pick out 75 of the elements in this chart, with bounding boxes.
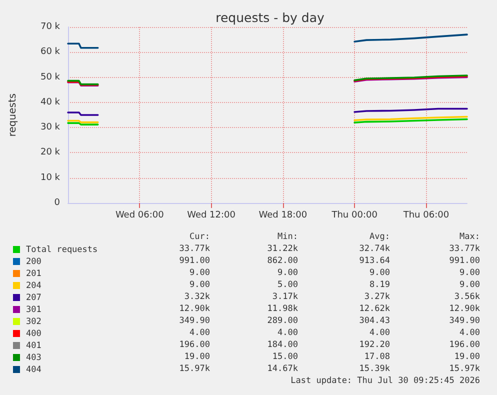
text: 9.00 (458, 280, 480, 290)
legend-label: 201 (26, 268, 42, 280)
text: 9.00 (188, 268, 210, 278)
legend-label: 401 (26, 340, 42, 352)
text: 289.00 (266, 316, 298, 326)
text: Cur: (188, 232, 210, 242)
text: 913.64 (358, 256, 390, 266)
x-tick-label: Thu 06:00 (402, 210, 450, 220)
text: 32.74k (358, 244, 390, 254)
text: 3.17k (271, 292, 298, 302)
text: Max: (458, 232, 480, 242)
legend-label: 204 (26, 280, 42, 292)
text: 991.00 (178, 256, 210, 266)
y-tick-label: 40 k (40, 97, 61, 108)
text: 17.08 (363, 352, 390, 362)
x-tick-label: Thu 00:00 (330, 210, 378, 220)
text: 991.00 (448, 256, 480, 266)
text: 19.00 (183, 352, 210, 362)
chart-title: requests - by day (216, 10, 325, 25)
text: 4.00 (368, 328, 390, 338)
text: 349.90 (178, 316, 210, 326)
text: 12.90k (448, 304, 480, 314)
text: 9.00 (368, 268, 390, 278)
text: 12.90k (178, 304, 210, 314)
x-tick-label: Wed 12:00 (187, 210, 236, 220)
legend-label: 200 (26, 256, 42, 268)
y-tick-label: 50 k (40, 72, 61, 82)
text: 4.00 (276, 328, 298, 338)
text: 196.00 (448, 340, 480, 350)
text: 33.77k (448, 244, 480, 254)
text: 9.00 (276, 268, 298, 278)
y-axis-title: requests (8, 93, 18, 137)
y-tick-label: 60 k (40, 47, 61, 58)
text: Last update: Thu Jul 30 09:25:45 2026 (290, 376, 480, 386)
text: 15.39k (358, 364, 390, 374)
legend-label: 301 (26, 304, 42, 316)
text: 31.22k (266, 244, 298, 254)
text: Avg: (368, 232, 390, 242)
text: 11.98k (266, 304, 298, 314)
text: 12.62k (358, 304, 390, 314)
legend-label: 302 (26, 316, 42, 328)
text: 9.00 (188, 280, 210, 290)
text: 3.56k (453, 292, 480, 302)
text: Min: (276, 232, 298, 242)
y-tick-label: 20 k (40, 148, 61, 158)
text: 14.67k (266, 364, 298, 374)
legend-label: 403 (26, 352, 42, 364)
text: 9.00 (458, 268, 480, 278)
text: 15.00 (271, 352, 298, 362)
legend-label: Total requests (26, 244, 98, 256)
text: 4.00 (188, 328, 210, 338)
text: 19.00 (453, 352, 480, 362)
text: 184.00 (266, 340, 298, 350)
y-tick-label: 10 k (40, 172, 61, 183)
text: 15.97k (448, 364, 480, 374)
x-tick-label: Wed 06:00 (115, 210, 164, 220)
text: 4.00 (458, 328, 480, 338)
text: 304.43 (358, 316, 390, 326)
text: 192.20 (358, 340, 390, 350)
legend-label: 207 (26, 292, 42, 304)
text: 349.90 (448, 316, 480, 326)
legend-label: 400 (26, 328, 42, 340)
legend-label: 404 (26, 364, 42, 376)
y-tick-label: 70 k (40, 22, 61, 32)
text: 862.00 (266, 256, 298, 266)
text: 3.32k (183, 292, 210, 302)
text: 196.00 (178, 340, 210, 350)
y-tick-label: 30 k (40, 122, 61, 133)
text: 33.77k (178, 244, 210, 254)
text: 8.19 (368, 280, 390, 290)
x-tick-label: Wed 18:00 (258, 210, 308, 220)
text: 5.00 (276, 280, 298, 290)
y-tick-label: 0 (54, 198, 60, 208)
text: 3.27k (363, 292, 390, 302)
text: 15.97k (178, 364, 210, 374)
